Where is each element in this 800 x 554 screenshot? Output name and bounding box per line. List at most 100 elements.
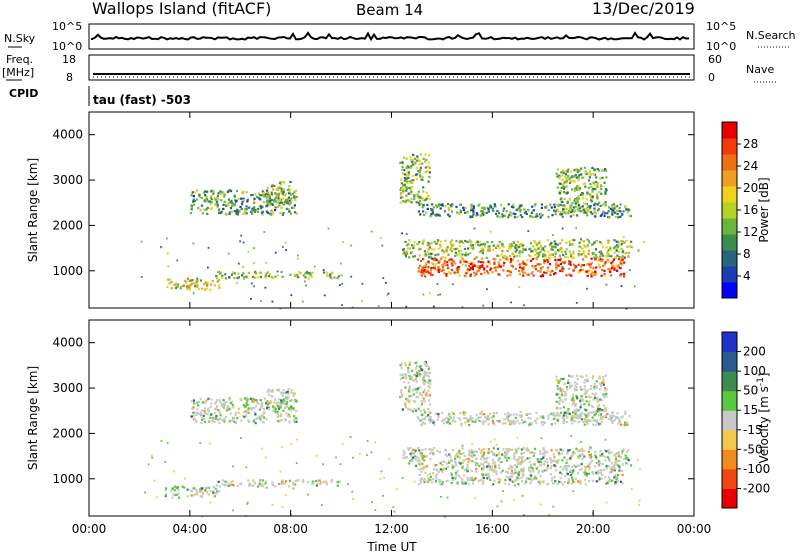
- velocity-cell: [336, 484, 339, 487]
- power-cell: [600, 274, 603, 277]
- velocity-cell: [228, 420, 231, 423]
- freq-label-line2: [MHz]: [2, 66, 34, 79]
- velocity-cell: [511, 480, 514, 483]
- power-cell: [291, 193, 294, 196]
- power-cell: [284, 241, 287, 244]
- power-cell: [577, 178, 580, 181]
- power-cell: [537, 247, 540, 250]
- velocity-cell: [407, 369, 410, 372]
- velocity-cell: [604, 459, 607, 462]
- velocity-cell: [564, 398, 567, 401]
- velocity-cell: [399, 395, 402, 399]
- velocity-cell: [592, 423, 595, 426]
- velocity-cell: [613, 464, 616, 467]
- power-cell: [482, 213, 485, 216]
- power-cell: [454, 254, 457, 257]
- power-cell: [554, 272, 557, 275]
- power-cell: [613, 251, 616, 254]
- power-cell: [381, 244, 384, 247]
- power-cell: [565, 211, 568, 214]
- power-cell: [571, 208, 574, 212]
- power-cell: [511, 244, 514, 247]
- velocity-cell: [412, 399, 415, 403]
- velocity-cell: [458, 461, 461, 464]
- power-cell: [304, 276, 307, 279]
- power-cell: [439, 269, 442, 272]
- velocity-cell: [251, 400, 254, 403]
- power-cell: [568, 198, 572, 201]
- velocity-cell: [246, 399, 249, 402]
- power-cell: [404, 253, 407, 256]
- velocity-cell: [325, 483, 328, 486]
- velocity-cell: [562, 418, 565, 421]
- power-cell: [571, 201, 574, 205]
- velocity-cell: [190, 494, 193, 497]
- velocity-cell: [352, 456, 354, 459]
- velocity-cell: [583, 417, 586, 420]
- power-cell: [525, 212, 528, 215]
- velocity-cell: [267, 400, 270, 403]
- power-cell: [595, 240, 598, 243]
- power-cell: [617, 258, 620, 261]
- power-cell: [422, 204, 425, 207]
- power-cell: [538, 240, 541, 243]
- power-cell: [596, 168, 599, 171]
- power-cell: [614, 245, 617, 248]
- velocity-cell: [520, 416, 523, 419]
- velocity-cell: [294, 399, 297, 402]
- power-cell: [427, 261, 430, 264]
- velocity-cell: [599, 382, 602, 385]
- velocity-cell: [508, 478, 512, 481]
- velocity-cell: [597, 472, 600, 475]
- power-cell: [603, 263, 606, 266]
- power-cell: [502, 264, 505, 267]
- velocity-cell: [522, 467, 526, 470]
- power-cell: [567, 174, 570, 178]
- velocity-cell: [459, 418, 462, 421]
- power-cell: [223, 193, 226, 196]
- power-cell: [544, 258, 547, 261]
- velocity-cell: [587, 395, 591, 398]
- velocity-cell: [489, 412, 492, 415]
- power-cell: [280, 270, 283, 273]
- velocity-cell: [580, 388, 583, 391]
- velocity-cell: [506, 415, 509, 418]
- power-cell: [473, 271, 476, 274]
- power-cell: [612, 247, 615, 250]
- velocity-cell: [243, 405, 246, 408]
- power-cell: [264, 276, 267, 279]
- power-cell: [325, 271, 328, 274]
- velocity-cell: [468, 449, 471, 452]
- velocity-cell: [521, 422, 524, 425]
- power-cell: [294, 274, 297, 277]
- power-cell: [385, 281, 387, 284]
- power-cell: [567, 176, 570, 179]
- power-cell: [270, 193, 274, 196]
- velocity-cell: [490, 440, 492, 443]
- power-cell: [565, 180, 568, 183]
- velocity-cell: [602, 468, 606, 471]
- velocity-cell: [349, 436, 352, 438]
- power-cell: [212, 192, 215, 195]
- power-cell: [590, 185, 593, 188]
- power-cell: [414, 163, 417, 166]
- power-cell: [275, 194, 278, 198]
- velocity-cell: [415, 455, 419, 458]
- power-cell: [516, 259, 520, 262]
- time-tick-label: 00:00: [72, 522, 107, 536]
- power-cell: [560, 250, 564, 253]
- velocity-cell: [487, 464, 491, 467]
- velocity-cell: [513, 499, 515, 501]
- velocity-cell: [236, 484, 239, 487]
- velocity-cell: [492, 415, 495, 418]
- velocity-cell: [554, 469, 557, 472]
- velocity-cell: [470, 454, 473, 457]
- power-cell: [573, 211, 576, 214]
- velocity-cell: [542, 463, 545, 466]
- power-cell: [568, 240, 571, 243]
- power-cell: [290, 294, 293, 297]
- velocity-cell: [288, 485, 291, 488]
- power-cell: [625, 239, 628, 242]
- power-cell: [574, 265, 577, 268]
- power-cell: [379, 237, 382, 239]
